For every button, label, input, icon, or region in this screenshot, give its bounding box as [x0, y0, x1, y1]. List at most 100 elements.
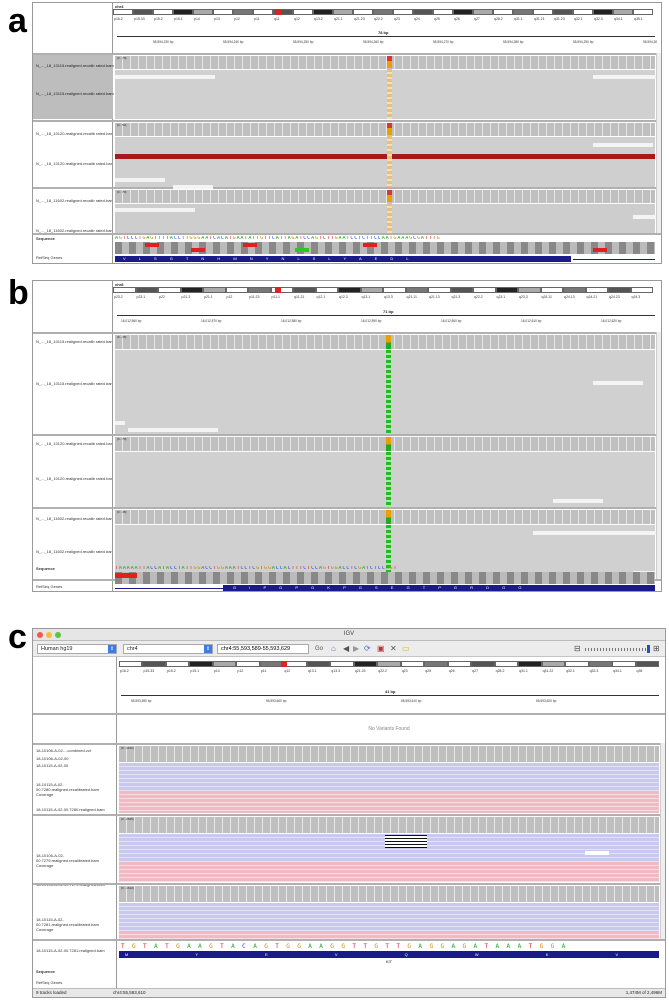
ideogram-band[interactable]: [306, 661, 331, 667]
ideogram-band[interactable]: [612, 661, 636, 667]
popup-info-icon[interactable]: ▭: [402, 644, 410, 653]
variant-coverage-mark[interactable]: [386, 437, 391, 451]
track-name[interactable]: 18-10115-A-02-00.7281.realigned.bam: [36, 948, 105, 953]
ideogram-band[interactable]: [259, 661, 284, 667]
ideogram-band[interactable]: [333, 9, 353, 15]
ideogram-band[interactable]: [212, 661, 237, 667]
ideogram-band[interactable]: [540, 287, 563, 293]
ideogram-band[interactable]: [424, 661, 448, 667]
track-name[interactable]: 18-10106-A-02-00.7279.realigned.recalibr…: [36, 853, 99, 868]
variant-read-column[interactable]: [386, 350, 391, 434]
variant-coverage-mark[interactable]: [387, 123, 392, 135]
ideogram-band[interactable]: [588, 661, 613, 667]
ideogram-band[interactable]: [373, 9, 393, 15]
track-name[interactable]: N_..._18_11602.realigned.recalib rated.b…: [36, 549, 112, 554]
ideogram-band[interactable]: [353, 661, 378, 667]
ideogram-band[interactable]: [493, 9, 513, 15]
reference-sequence[interactable]: TGTATGAAGTACAGTGGAAGGTTGTTGAGGAGATAAATGG…: [121, 943, 659, 950]
ideogram-band[interactable]: [513, 9, 533, 15]
ideogram-band[interactable]: [473, 9, 493, 15]
ideogram-band[interactable]: [613, 9, 633, 15]
zoom-button[interactable]: [55, 632, 61, 638]
alignment-reads-reverse[interactable]: [119, 862, 659, 882]
reference-sequence[interactable]: TAAAAATTACCATACCTATTGGACCTGGAAATCCTCGTGG…: [115, 566, 655, 571]
alignment-reads-reverse[interactable]: [119, 791, 659, 813]
alignment-read[interactable]: [593, 381, 643, 385]
ideogram-band[interactable]: [377, 661, 401, 667]
back-icon[interactable]: ◀: [343, 644, 350, 653]
alignment-reads-forward[interactable]: [119, 763, 659, 791]
ideogram-band[interactable]: [518, 661, 542, 667]
reference-sequence[interactable]: AGTCCCTGAGTTTTACCTTGGGAATCACATGAATATTGTT…: [115, 236, 655, 241]
minimize-button[interactable]: [46, 632, 52, 638]
ideogram-band[interactable]: [248, 287, 271, 293]
ideogram-band[interactable]: [471, 661, 495, 667]
ideogram-band[interactable]: [213, 9, 233, 15]
ideogram-band[interactable]: [405, 287, 428, 293]
ideogram-band[interactable]: [633, 9, 653, 15]
alignment-reads[interactable]: [115, 204, 655, 233]
variant-coverage-mark[interactable]: [387, 190, 392, 202]
variant-read-column[interactable]: [387, 136, 392, 187]
scrollbar[interactable]: [656, 53, 661, 233]
alignment-read[interactable]: [553, 499, 603, 503]
ideogram-band[interactable]: [119, 661, 143, 667]
track-name[interactable]: N_..._18_10115.realigned.recalib rated.b…: [36, 339, 112, 344]
ideogram-band[interactable]: [473, 287, 496, 293]
scrollbar[interactable]: [656, 332, 661, 579]
alignment-read[interactable]: [173, 185, 213, 189]
ideogram-band[interactable]: [225, 287, 248, 293]
ideogram[interactable]: p16.2 p15.33 p15.2 p15.1 p14 p12 p11 q12 q13.1 q1…: [119, 661, 665, 673]
ideogram-band[interactable]: [293, 9, 313, 15]
track-name[interactable]: 18-10106-A-02-00: [36, 756, 69, 761]
ideogram-band[interactable]: [158, 287, 181, 293]
home-icon[interactable]: ⌂: [331, 644, 336, 653]
alignment-reads-reverse[interactable]: [119, 931, 659, 939]
ideogram-band[interactable]: [142, 661, 166, 667]
ideogram[interactable]: p23.2 p23.1 p22 p21.3 p21.1 p12 p11.23 p11.1 q11…: [113, 287, 661, 299]
ideogram-band[interactable]: [563, 287, 586, 293]
ideogram-band[interactable]: [433, 9, 453, 15]
ideogram-band[interactable]: [413, 9, 433, 15]
zoom-slider-handle[interactable]: [647, 645, 650, 653]
coverage-bar[interactable]: [115, 123, 655, 136]
track-name[interactable]: 18-10115-A-02-00.7280.realigned.recalibr…: [36, 782, 99, 797]
ideogram-band[interactable]: [635, 661, 659, 667]
zoom-out-icon[interactable]: ⊟: [574, 644, 581, 653]
track-name[interactable]: N_..._18_11602.realigned.recalib rated.b…: [36, 228, 112, 233]
ideogram-band[interactable]: [113, 9, 133, 15]
ideogram-band[interactable]: [338, 287, 361, 293]
track-name[interactable]: N_..._18_10120.realigned.recalib rated.b…: [36, 161, 112, 166]
forward-icon[interactable]: ▶: [353, 644, 360, 653]
ideogram-band[interactable]: [541, 661, 566, 667]
coverage-bar[interactable]: [119, 886, 659, 902]
alignment-read-highlighted[interactable]: [115, 154, 655, 159]
zoom-slider[interactable]: [585, 648, 651, 651]
ideogram-band[interactable]: [400, 661, 425, 667]
ideogram-band[interactable]: [428, 287, 451, 293]
variant-read-column[interactable]: [386, 452, 391, 507]
track-name[interactable]: N_..._18_10120.realigned.recalib rated.b…: [36, 131, 112, 136]
ideogram-band[interactable]: [393, 9, 413, 15]
ideogram-band[interactable]: [353, 9, 373, 15]
ideogram-band[interactable]: [133, 9, 153, 15]
coverage-bar[interactable]: [115, 437, 655, 451]
track-name[interactable]: N_..._18_10120.realigned.recalib rated.b…: [36, 441, 112, 446]
ideogram-band[interactable]: [233, 9, 253, 15]
variant-read-column[interactable]: [386, 525, 391, 579]
alignment-read[interactable]: [593, 75, 661, 79]
ideogram-band[interactable]: [153, 9, 173, 15]
chromosome-select[interactable]: chr4 ⇕: [123, 644, 213, 654]
track-name[interactable]: 18-10115-A-02-00: [36, 763, 69, 768]
ideogram-band[interactable]: [593, 9, 613, 15]
ideogram-band[interactable]: [165, 661, 190, 667]
alignment-reads[interactable]: [115, 350, 655, 434]
ideogram-band[interactable]: [495, 287, 518, 293]
refseq-gene-bar[interactable]: G I P G P G K P G S E G T P G R D G G: [223, 585, 655, 591]
scrollbar[interactable]: [660, 743, 665, 939]
alignment-read[interactable]: [115, 178, 165, 182]
alignment-read[interactable]: [633, 215, 661, 219]
roi-icon[interactable]: ▣: [377, 644, 385, 653]
ideogram-band[interactable]: [273, 9, 293, 15]
ideogram-band[interactable]: [236, 661, 260, 667]
